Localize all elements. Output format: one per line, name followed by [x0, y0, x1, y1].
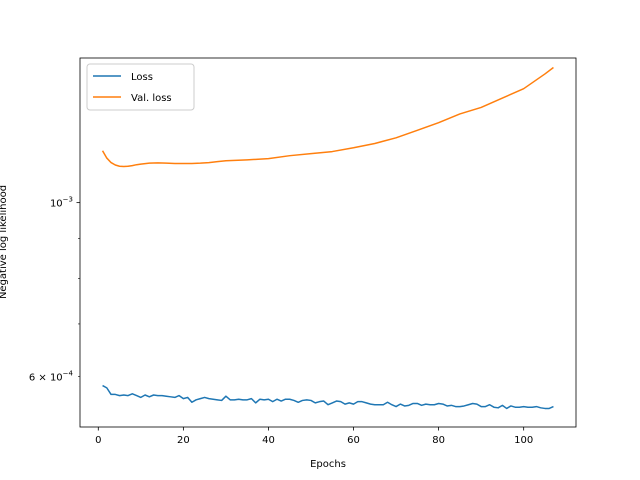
- legend-label-val-loss: Val. loss: [131, 93, 172, 104]
- x-axis-ticks: 0 20 40 60 80 100: [95, 427, 533, 446]
- x-tick-label: 40: [262, 435, 275, 446]
- x-tick-label: 60: [347, 435, 360, 446]
- x-tick-label: 0: [95, 435, 101, 446]
- y-tick-label: 10−3: [50, 196, 73, 210]
- series-layer: [101, 66, 554, 410]
- legend: Loss Val. loss: [86, 63, 195, 111]
- x-tick-label: 100: [514, 435, 533, 446]
- x-axis-label: Epochs: [310, 459, 346, 470]
- axes-frame: [79, 57, 577, 428]
- legend-label-loss: Loss: [131, 72, 153, 83]
- series-line-val-loss: [101, 66, 554, 168]
- x-tick-label: 20: [177, 435, 190, 446]
- x-tick-label: 80: [432, 435, 445, 446]
- y-tick-label: 6 × 10−4: [29, 369, 74, 383]
- y-axis-label: Negative log likelihood: [0, 185, 9, 299]
- series-line-loss: [102, 384, 554, 410]
- y-axis-ticks: 10−3 6 × 10−4: [29, 196, 80, 383]
